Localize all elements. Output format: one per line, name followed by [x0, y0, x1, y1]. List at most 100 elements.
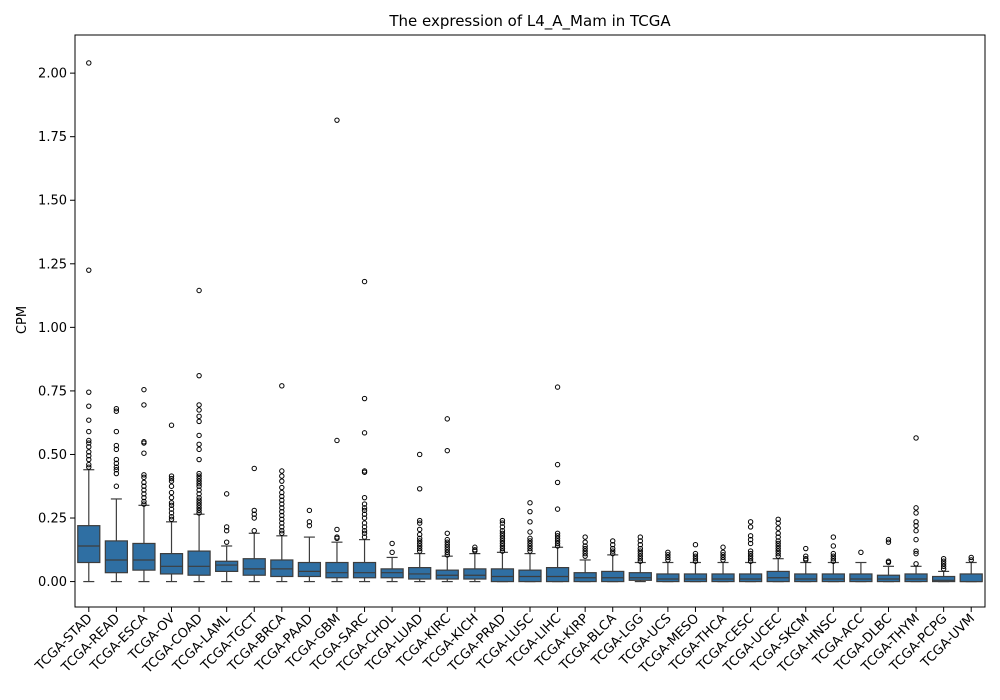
outlier-point [527, 519, 533, 525]
outlier-point [444, 544, 450, 550]
outlier-point [168, 506, 175, 512]
outlier-point [334, 535, 340, 542]
outlier-point [113, 428, 120, 435]
outlier-point [444, 547, 450, 553]
outlier-point [610, 550, 616, 557]
outlier-point [416, 548, 423, 554]
outlier-point [940, 555, 947, 562]
outlier-point [913, 435, 919, 441]
outlier-point [86, 267, 92, 273]
outlier-point [885, 559, 892, 566]
outlier-point [168, 502, 175, 509]
outlier-point [86, 428, 92, 435]
outlier-point [196, 418, 202, 425]
outlier-point [444, 542, 450, 548]
outlier-point [554, 384, 561, 390]
outlier-point [747, 533, 754, 539]
box-tcga-tgct [242, 465, 266, 583]
outlier-point [472, 544, 478, 550]
outlier-point [113, 406, 120, 412]
outlier-point [885, 539, 892, 545]
outlier-point [747, 536, 754, 543]
outlier-point [306, 507, 313, 514]
outlier-point [720, 554, 726, 561]
iqr-box [77, 525, 101, 564]
outlier-point [499, 530, 506, 536]
outlier-point [168, 422, 175, 428]
outlier-point [803, 557, 809, 563]
outlier-point [692, 558, 699, 564]
outlier-point [582, 534, 588, 540]
outlier-point [306, 519, 313, 525]
outlier-point [141, 487, 147, 493]
iqr-box [518, 569, 542, 583]
outlier-point [141, 472, 147, 478]
y-tick-label: 1.75 [38, 130, 67, 145]
outlier-point [692, 553, 699, 559]
y-tick-label: 0.00 [38, 575, 67, 590]
outlier-point [86, 417, 92, 423]
box-tcga-brca [270, 383, 294, 583]
iqr-box [628, 572, 652, 581]
outlier-point [113, 483, 120, 489]
outlier-point [361, 278, 368, 285]
outlier-point [499, 528, 506, 534]
outlier-point [747, 550, 754, 557]
outlier-point [527, 545, 533, 552]
outlier-point [637, 534, 644, 540]
outlier-point [223, 528, 230, 534]
outlier-point [113, 467, 120, 473]
outlier-point [416, 486, 423, 492]
outlier-point [361, 507, 368, 514]
outlier-point [913, 536, 919, 543]
box-tcga-acc [849, 549, 873, 583]
box-tcga-cesc [738, 519, 763, 583]
outlier-point [830, 555, 837, 562]
outlier-point [775, 548, 781, 554]
outlier-point [582, 539, 588, 545]
box-tcga-kich [463, 544, 487, 583]
outlier-point [830, 543, 837, 549]
outlier-point [196, 502, 202, 509]
outlier-point [416, 517, 423, 524]
outlier-point [168, 483, 175, 489]
outlier-point [86, 464, 92, 470]
box-tcga-paad [297, 507, 322, 583]
outlier-point [554, 538, 561, 544]
box-tcga-coad [187, 287, 211, 583]
iqr-box [876, 574, 901, 583]
box-tcga-esca [132, 386, 156, 583]
outlier-point [223, 491, 230, 497]
plot-frame [74, 34, 986, 608]
iqr-box [325, 561, 349, 579]
outlier-point [554, 533, 561, 539]
outlier-point [499, 524, 506, 530]
box-tcga-sarc [352, 278, 377, 583]
outlier-point [306, 522, 313, 529]
box-tcga-kirp [573, 534, 597, 583]
iqr-box [738, 573, 763, 583]
outlier-point [775, 538, 781, 544]
iqr-box [463, 568, 487, 580]
outlier-point [113, 470, 120, 477]
outlier-point [775, 543, 781, 549]
outlier-point [113, 460, 120, 467]
outlier-point [279, 489, 285, 496]
box-tcga-lgg [628, 534, 652, 583]
outlier-point [582, 550, 588, 557]
outlier-point [858, 549, 864, 556]
outlier-point [113, 456, 120, 463]
box-tcga-lusc [518, 500, 542, 583]
outlier-point [196, 441, 202, 447]
y-tick-label: 2.00 [38, 67, 67, 82]
outlier-point [692, 542, 699, 548]
outlier-point [665, 557, 671, 563]
outlier-point [913, 550, 919, 557]
outlier-point [361, 494, 368, 501]
outlier-point [747, 519, 754, 525]
outlier-point [196, 432, 202, 439]
outlier-point [747, 555, 754, 562]
y-tick-label: 0.25 [38, 512, 67, 527]
outlier-point [554, 479, 561, 486]
outlier-point [251, 528, 257, 534]
